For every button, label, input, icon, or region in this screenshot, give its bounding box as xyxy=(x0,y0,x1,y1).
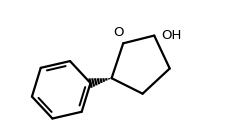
Text: OH: OH xyxy=(161,29,181,42)
Text: O: O xyxy=(113,26,124,39)
